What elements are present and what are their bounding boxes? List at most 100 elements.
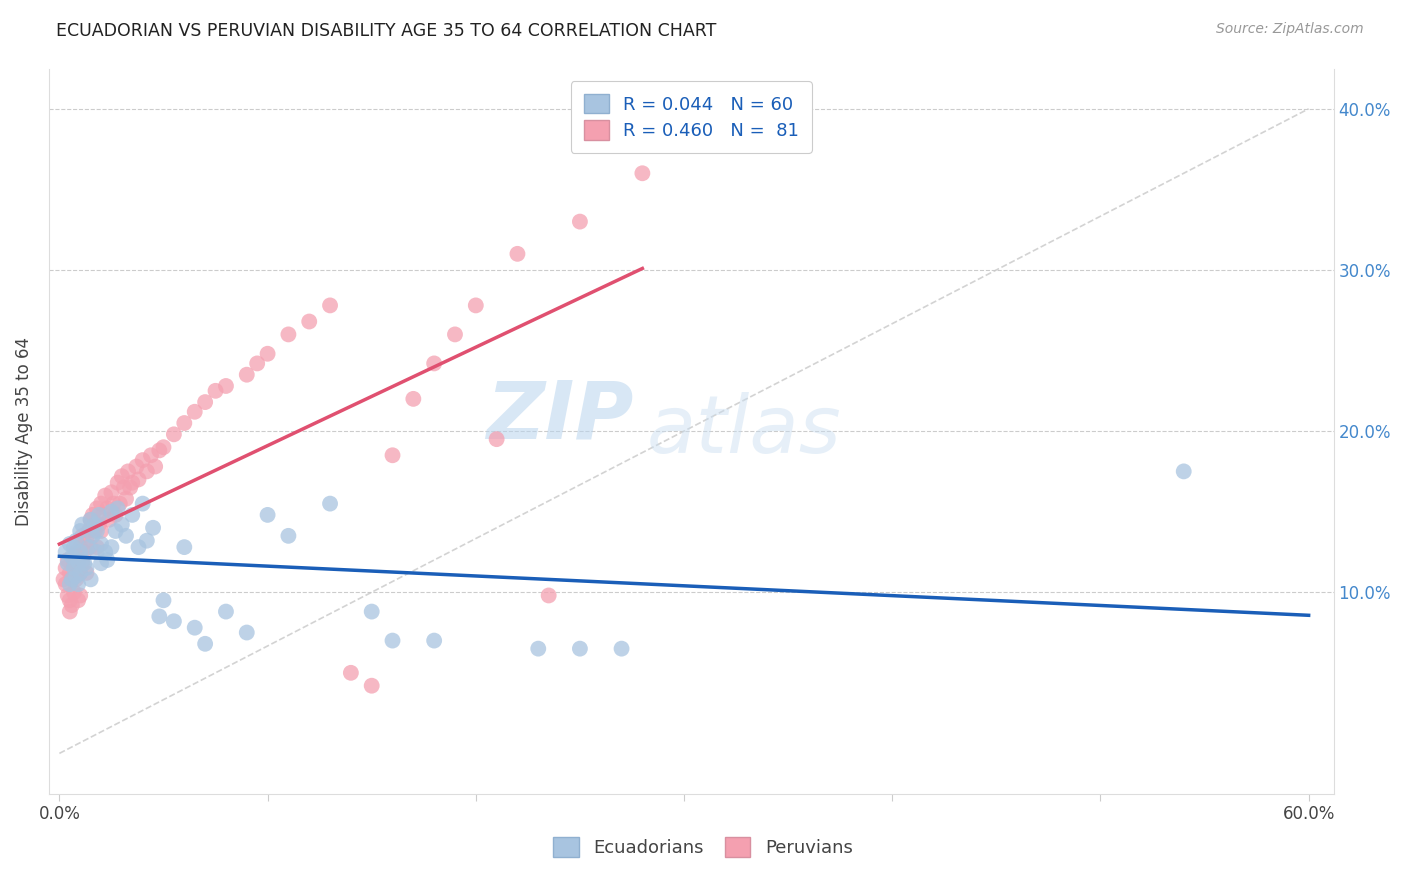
Point [423,356,446,370]
Point [86,501,108,516]
Point [204,384,226,398]
Point [100,485,122,500]
Point [125,459,148,474]
Point [60,572,83,586]
Point [360,605,382,619]
Point [52,572,75,586]
Point [69,566,91,580]
Point [77,524,100,538]
Point [148,609,170,624]
Point [402,392,425,406]
Point [65,545,87,559]
Point [87,508,110,522]
Point [63,540,86,554]
Point [360,679,382,693]
Point [131,453,153,467]
Point [111,469,134,483]
Point [60,598,83,612]
Point [72,517,94,532]
Point [67,577,90,591]
Point [98,513,121,527]
Point [82,508,104,522]
Point [63,561,86,575]
Point [87,517,110,532]
Point [91,508,114,522]
Text: atlas: atlas [647,392,841,470]
Point [107,475,129,490]
Point [108,497,131,511]
Point [55,545,77,559]
Point [537,589,560,603]
Point [72,529,94,543]
Text: ZIP: ZIP [486,377,634,456]
Point [423,633,446,648]
Point [183,621,205,635]
Point [121,508,143,522]
Point [152,593,174,607]
Point [135,464,157,478]
Point [100,540,122,554]
Point [60,572,83,586]
Point [256,347,278,361]
Legend: Ecuadorians, Peruvians: Ecuadorians, Peruvians [541,824,865,870]
Point [163,427,186,442]
Point [104,524,127,538]
Point [173,540,195,554]
Y-axis label: Disability Age 35 to 64: Disability Age 35 to 64 [15,336,32,525]
Point [215,605,238,619]
Point [381,448,404,462]
Point [215,379,238,393]
Point [610,641,633,656]
Point [128,472,150,486]
Point [143,459,166,474]
Point [59,537,82,551]
Point [121,475,143,490]
Text: Source: ZipAtlas.com: Source: ZipAtlas.com [1216,22,1364,37]
Point [73,556,96,570]
Point [79,513,101,527]
Point [236,368,259,382]
Point [568,214,591,228]
Point [381,633,404,648]
Point [112,481,135,495]
Point [59,593,82,607]
Point [183,405,205,419]
Point [83,524,105,538]
Point [69,540,91,554]
Point [69,545,91,559]
Point [96,553,118,567]
Point [115,529,138,543]
Point [135,533,157,548]
Point [56,553,79,567]
Point [131,497,153,511]
Point [444,327,467,342]
Point [55,577,77,591]
Point [485,432,508,446]
Point [65,572,87,586]
Point [128,540,150,554]
Point [86,524,108,538]
Point [148,443,170,458]
Point [142,521,165,535]
Point [96,501,118,516]
Point [59,566,82,580]
Point [1173,464,1195,478]
Point [90,537,112,551]
Point [60,549,83,564]
Point [67,593,90,607]
Point [319,298,342,312]
Point [631,166,654,180]
Point [246,356,269,370]
Point [72,556,94,570]
Point [527,641,550,656]
Point [79,540,101,554]
Point [117,464,139,478]
Point [83,517,105,532]
Point [75,561,97,575]
Point [63,556,86,570]
Point [100,505,122,519]
Point [464,298,486,312]
Point [277,327,299,342]
Legend: R = 0.044   N = 60, R = 0.460   N =  81: R = 0.044 N = 60, R = 0.460 N = 81 [571,81,811,153]
Point [79,513,101,527]
